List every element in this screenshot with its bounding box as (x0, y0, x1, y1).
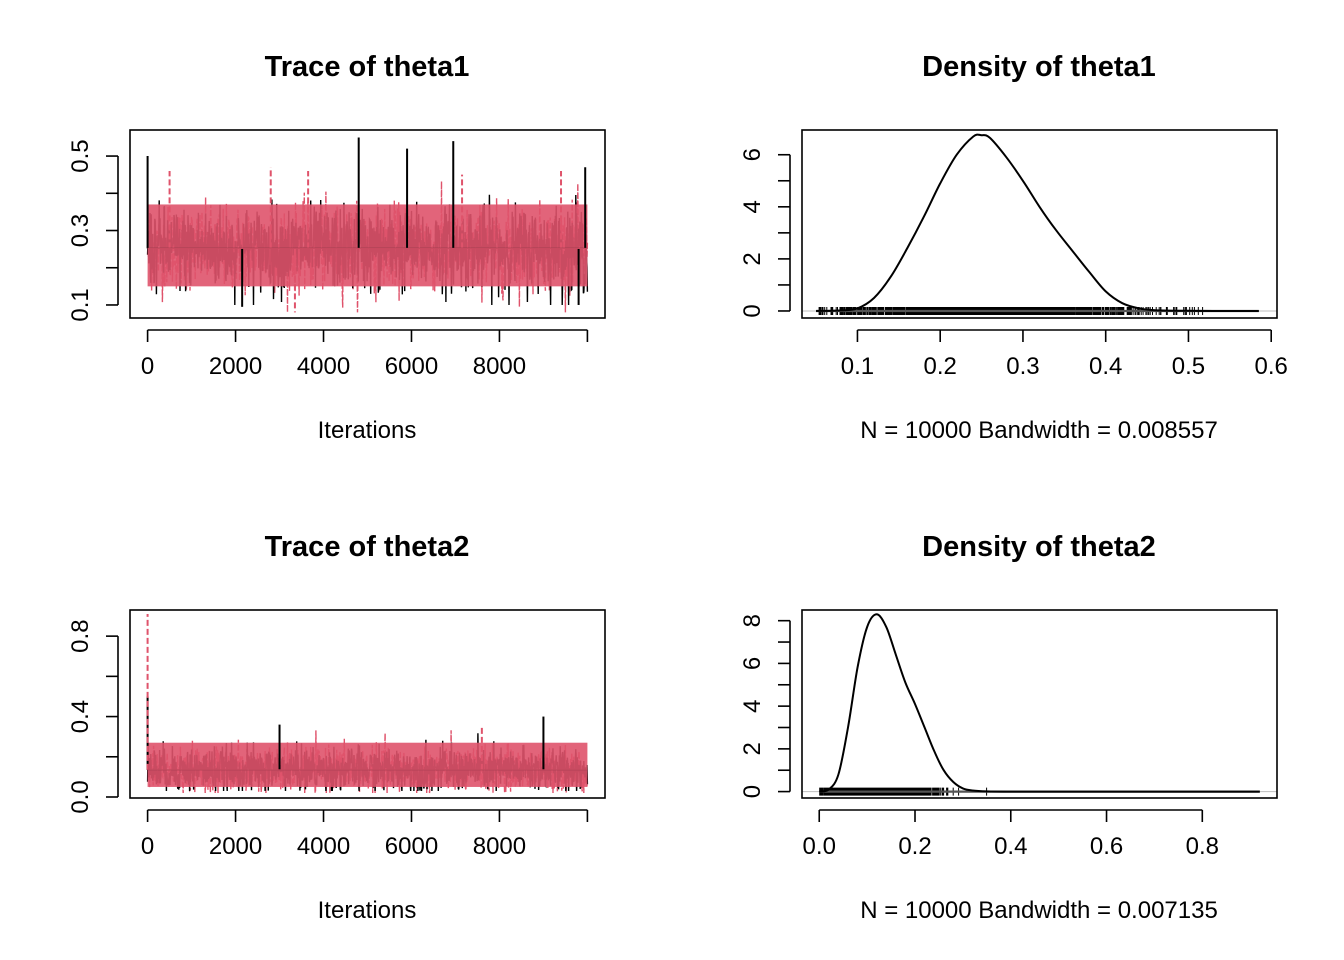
axes: 0 2000 4000 6000 8000 0.0 0.4 0.8 (67, 619, 589, 860)
x-tick-label: 8000 (473, 353, 526, 380)
x-tick-label: 0.2 (924, 353, 957, 380)
x-tick-label: 0.0 (803, 833, 836, 860)
x-axis-label: Iterations (318, 417, 417, 444)
x-tick-label: 2000 (209, 353, 262, 380)
y-tick-label: 0.4 (67, 700, 94, 733)
trace-band (147, 204, 588, 287)
y-tick-label: 6 (739, 657, 766, 670)
y-tick-label: 4 (739, 699, 766, 712)
panel-density-theta1: Density of theta1 N = 10000 Bandwidth = … (739, 51, 1288, 444)
plot-area (146, 614, 589, 794)
x-tick-label: 0.4 (994, 833, 1027, 860)
x-tick-label: 0 (141, 353, 154, 380)
x-tick-label: 6000 (385, 833, 438, 860)
x-axis-label: N = 10000 Bandwidth = 0.007135 (860, 897, 1218, 924)
y-tick-label: 8 (739, 614, 766, 627)
chart-title: Trace of theta2 (265, 531, 470, 563)
x-tick-label: 0.5 (1172, 353, 1205, 380)
axes: 0 2000 4000 6000 8000 0.1 0.3 0.5 (67, 139, 589, 380)
chart-title: Trace of theta1 (265, 51, 470, 83)
axes: 0.1 0.2 0.3 0.4 0.5 0.6 0 2 4 6 (739, 148, 1288, 380)
density-curve (818, 613, 1260, 793)
y-tick-label: 0.3 (67, 214, 94, 247)
panel-trace-theta2: Trace of theta2 Iterations 0 2000 4000 6000… (67, 531, 606, 924)
y-tick-label: 0.1 (67, 288, 94, 321)
y-tick-label: 0 (739, 304, 766, 317)
plot-area (146, 137, 589, 313)
density-curve (816, 133, 1259, 312)
x-tick-label: 0.2 (898, 833, 931, 860)
x-tick-label: 0.6 (1255, 353, 1288, 380)
panel-density-theta2: Density of theta2 N = 10000 Bandwidth = … (739, 531, 1278, 924)
trace-band (147, 742, 588, 787)
x-tick-label: 6000 (385, 353, 438, 380)
plot-frame (129, 609, 606, 799)
x-tick-label: 2000 (209, 833, 262, 860)
x-tick-label: 0.6 (1090, 833, 1123, 860)
x-tick-label: 8000 (473, 833, 526, 860)
axes: 0.0 0.2 0.4 0.6 0.8 0 2 4 6 8 (739, 614, 1219, 860)
plot-area (802, 613, 1277, 796)
x-tick-label: 0.8 (1186, 833, 1219, 860)
x-tick-label: 4000 (297, 353, 350, 380)
x-tick-label: 0.1 (841, 353, 874, 380)
y-tick-label: 2 (739, 252, 766, 265)
chart-title: Density of theta2 (922, 531, 1156, 563)
panel-trace-theta1: Trace of theta1 Iterations 0 2000 4000 6000… (67, 51, 606, 444)
y-tick-label: 0.8 (67, 619, 94, 652)
y-tick-label: 6 (739, 148, 766, 161)
x-axis-label: Iterations (318, 897, 417, 924)
plot-frame (801, 609, 1278, 799)
chart-title: Density of theta1 (922, 51, 1156, 83)
x-tick-label: 0.3 (1006, 353, 1039, 380)
y-tick-label: 4 (739, 200, 766, 213)
y-tick-label: 0 (739, 785, 766, 798)
plot-frame (801, 129, 1278, 319)
plot-frame (129, 129, 606, 319)
plot-area (802, 133, 1277, 315)
x-axis-label: N = 10000 Bandwidth = 0.008557 (860, 417, 1218, 444)
y-tick-label: 0.5 (67, 139, 94, 172)
y-tick-label: 2 (739, 742, 766, 755)
x-tick-label: 0.4 (1089, 353, 1122, 380)
x-tick-label: 0 (141, 833, 154, 860)
x-tick-label: 4000 (297, 833, 350, 860)
y-tick-label: 0.0 (67, 780, 94, 813)
